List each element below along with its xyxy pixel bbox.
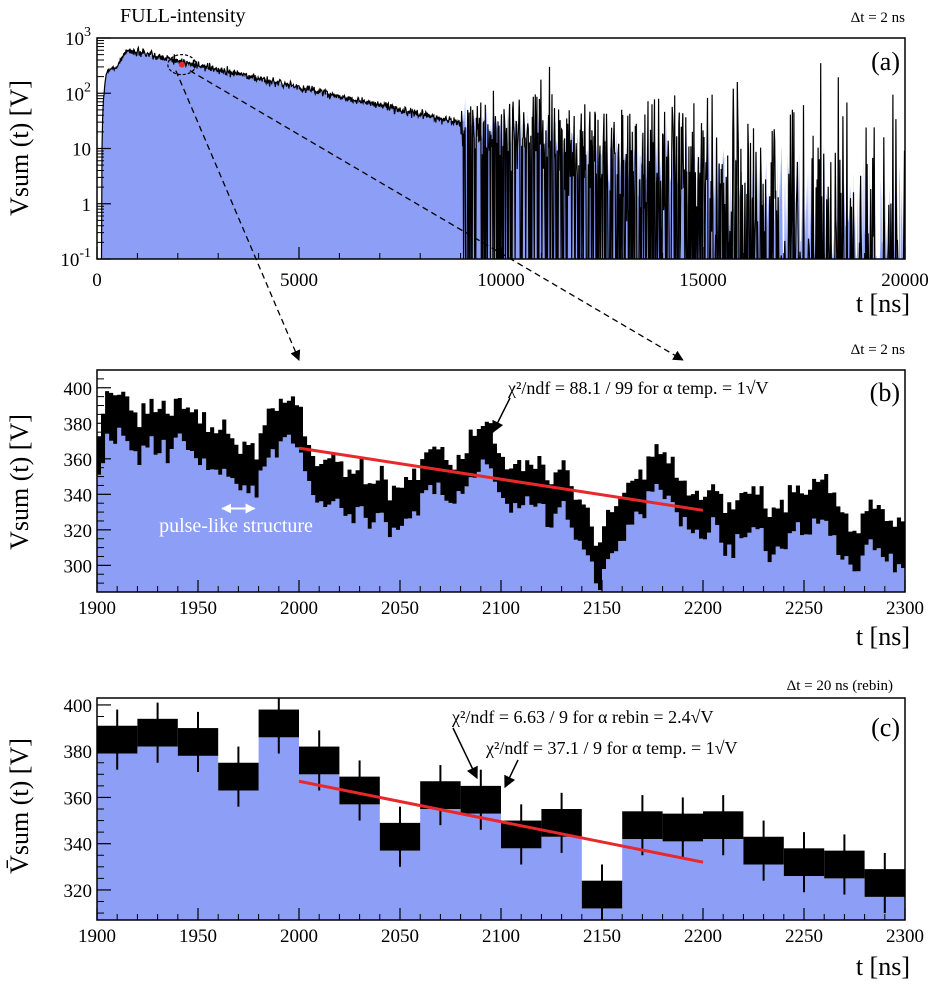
panel-a-x-tick-label: 20000 — [881, 270, 929, 291]
panel-b-y-tick-label: 360 — [64, 450, 93, 471]
panel-b-x-tick-label: 1950 — [179, 598, 217, 619]
panel-b-label: (b) — [870, 378, 900, 407]
panel-c-x-axis: 1900 1950 2000 2050 2100 2150 2200 2250 2300 — [78, 908, 924, 947]
panel-a-x-tick-label: 15000 — [679, 270, 727, 291]
panel-a-zoom-point — [178, 61, 185, 68]
panel-c-arrow-rebin — [452, 727, 478, 780]
panel-a-y-tick-label: 102 — [65, 80, 91, 105]
panel-c-fit-label-rebin: χ²/ndf = 6.63 / 9 for α rebin = 2.4√V — [451, 707, 713, 727]
panel-b-y-tick-label: 300 — [64, 556, 93, 577]
panel-c-fit-label-temp: χ²/ndf = 37.1 / 9 for α temp. = 1√V — [485, 738, 737, 758]
panel-c-ylabel: V̄sum (t) [V] — [5, 738, 34, 874]
panel-b-error-band — [97, 391, 905, 591]
panel-a-y-tick-label: 10-1 — [60, 246, 91, 271]
panel-c-bin-box — [460, 785, 501, 814]
zoom-arrow-left — [175, 70, 301, 361]
panel-a-x-tick-label: 0 — [92, 270, 102, 291]
panel-b-x-tick-label: 2200 — [684, 598, 722, 619]
panel-b-x-axis: 1900 1950 2000 2050 2100 2150 2200 2250 2300 — [78, 580, 924, 619]
panel-c-bin-box — [379, 822, 421, 851]
panel-b-pulse-annotation: pulse-like structure — [159, 515, 313, 537]
panel-c-bin-box — [622, 811, 663, 840]
panel-c-y-tick-label: 360 — [64, 788, 93, 809]
panel-c-x-tick-label: 2200 — [684, 926, 722, 947]
panel-b-bin-label: Δt = 2 ns — [851, 342, 906, 358]
panel-b-x-tick-label: 2150 — [583, 598, 621, 619]
panel-b-y-tick-label: 400 — [64, 379, 93, 400]
panel-b-x-tick-label: 2300 — [886, 598, 924, 619]
panel-c-y-tick-label: 380 — [64, 742, 93, 763]
panel-b-x-tick-label: 2100 — [482, 598, 520, 619]
panel-b-fit-line — [298, 446, 704, 512]
panel-b-fit-label: χ²/ndf = 88.1 / 99 for α temp. = 1√V — [507, 378, 768, 398]
panel-b-xlabel: t [ns] — [856, 622, 910, 651]
panel-a-bin-label: Δt = 2 ns — [851, 10, 906, 26]
panel-b-y-tick-label: 380 — [64, 414, 93, 435]
panel-c-x-tick-label: 2100 — [482, 926, 520, 947]
panel-c-bin-box — [743, 836, 784, 865]
panel-b-x-tick-label: 2050 — [381, 598, 419, 619]
panel-a-x-tick-label: 5000 — [280, 270, 318, 291]
panel-b-x-tick-label: 2000 — [280, 598, 318, 619]
panel-c-bin-box — [218, 762, 259, 791]
panel-c-bin-box — [137, 718, 178, 747]
panel-c-fit-line — [298, 779, 704, 864]
panel-a-xlabel: t [ns] — [856, 289, 910, 318]
panel-c-x-tick-label: 1900 — [78, 926, 116, 947]
panel-a-zoom-circle — [167, 54, 197, 76]
panel-a-x-axis: 0 5000 10000 15000 20000 — [92, 247, 929, 291]
panel-c-bin-box — [581, 880, 623, 909]
panel-a-ylabel: Vsum (t) [V] — [5, 80, 34, 216]
panel-a-title: FULL-intensity — [120, 5, 246, 27]
panel-c-label: (c) — [871, 713, 900, 742]
panel-b-ylabel: Vsum (t) [V] — [5, 414, 34, 550]
panel-c-bin-box — [177, 728, 219, 756]
zoom-arrow-right — [189, 70, 684, 361]
panel-b-x-tick-label: 1900 — [78, 598, 116, 619]
panel-c-bin-box — [662, 813, 703, 842]
panel-c-bin-box — [420, 781, 461, 809]
panel-a-y-tick-label: 1 — [82, 195, 92, 216]
panel-b: Δt = 2 ns 300 320 340 360 380 400 1900 1950 200… — [5, 342, 924, 651]
panel-c-x-tick-label: 2300 — [886, 926, 924, 947]
panel-c-y-axis: 320 340 360 380 400 — [64, 696, 111, 914]
panel-c-bin-box — [783, 848, 825, 877]
panel-c-bins — [97, 698, 905, 920]
panel-c-y-tick-label: 320 — [64, 881, 93, 902]
panel-c-bin-label: Δt = 20 ns (rebin) — [787, 678, 893, 694]
panel-c-x-tick-label: 2150 — [583, 926, 621, 947]
panel-a-y-axis: 10-1 1 10 102 103 — [60, 25, 111, 271]
panel-a-y-tick-label: 103 — [65, 25, 91, 50]
panel-c-y-tick-label: 400 — [64, 696, 93, 717]
panel-a: FULL-intensity Δt = 2 ns 10-1 1 10 102 103 0… — [5, 5, 929, 318]
panel-c-bin-box — [703, 811, 744, 840]
panel-c-x-tick-label: 1950 — [179, 926, 217, 947]
panel-a-series-line — [100, 45, 905, 259]
panel-c-y-tick-label: 340 — [64, 835, 93, 856]
panel-b-y-tick-label: 320 — [64, 521, 93, 542]
panel-b-y-axis: 300 320 340 360 380 400 — [64, 369, 111, 593]
panel-a-x-tick-label: 10000 — [477, 270, 525, 291]
panel-c-arrow-temp — [504, 759, 519, 789]
panel-b-x-tick-label: 2250 — [785, 598, 823, 619]
panel-b-series-area — [97, 427, 905, 592]
panel-c-bin-box — [864, 869, 905, 897]
panel-c-x-tick-label: 2000 — [280, 926, 318, 947]
panel-c-x-tick-label: 2250 — [785, 926, 823, 947]
panel-c-bin-box — [258, 709, 299, 738]
panel-c-bin-box — [299, 746, 340, 775]
panel-a-label: (a) — [871, 47, 900, 76]
panel-a-y-tick-label: 10 — [72, 140, 91, 161]
panel-c-xlabel: t [ns] — [856, 952, 910, 981]
panel-c-bin-box — [824, 850, 865, 879]
panel-b-y-tick-label: 340 — [64, 485, 93, 506]
panel-b-fit-arrow — [492, 397, 511, 434]
panel-c-x-tick-label: 2050 — [381, 926, 419, 947]
